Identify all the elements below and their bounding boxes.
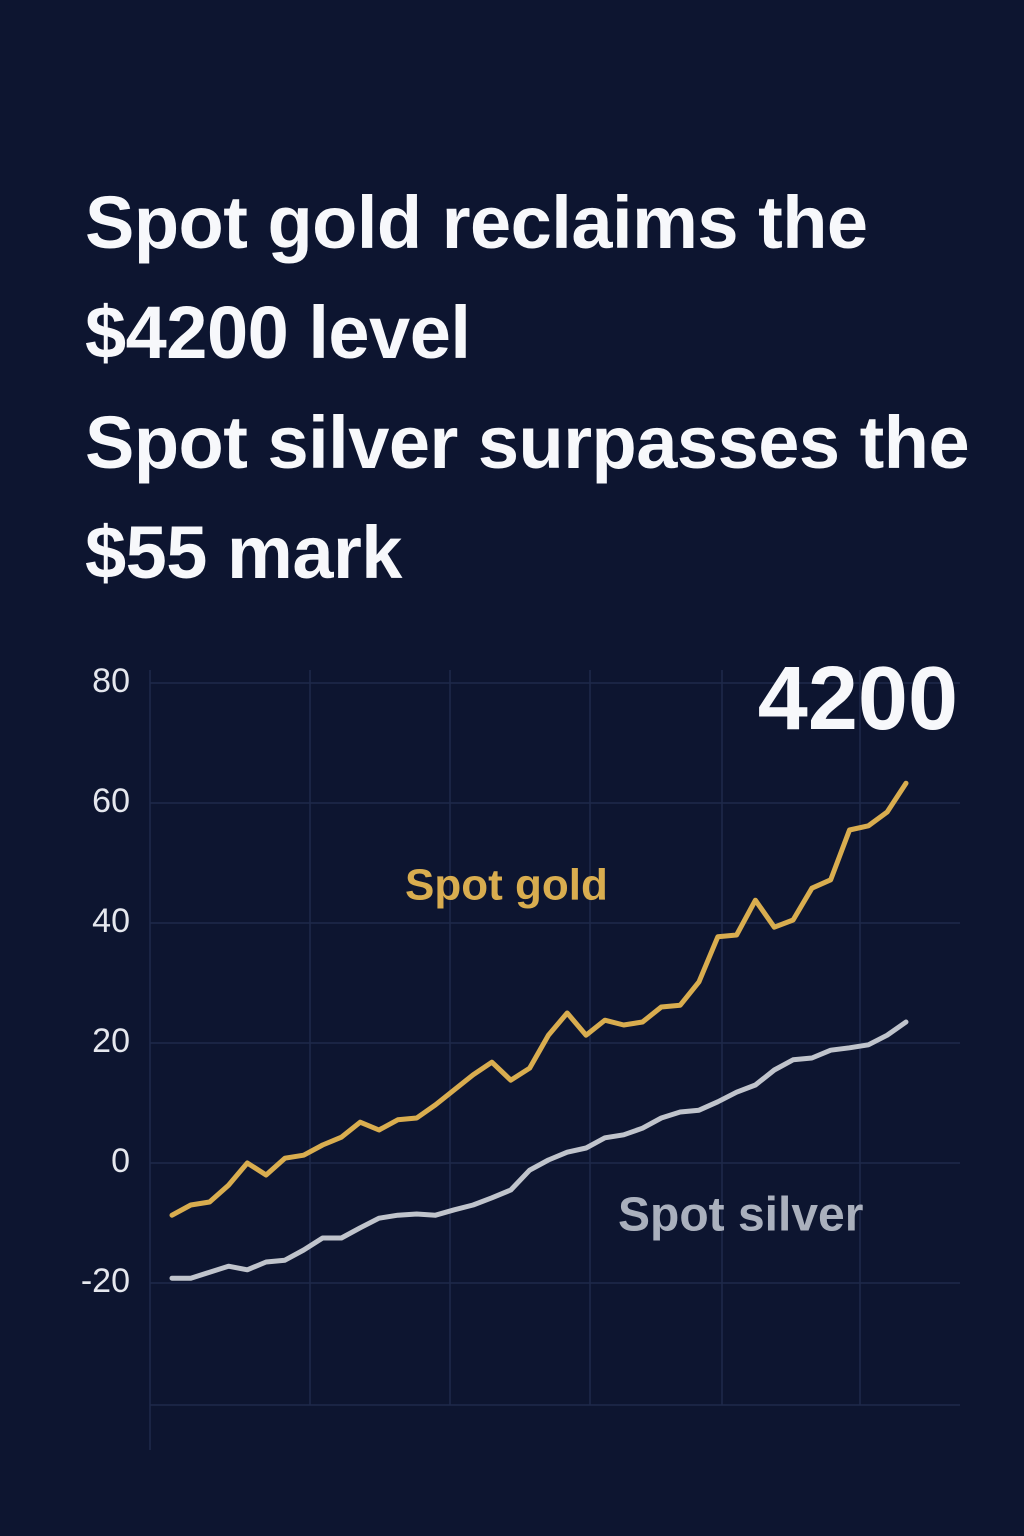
y-tick-label: 20 (92, 1022, 130, 1060)
y-tick-label: -20 (81, 1262, 130, 1300)
y-tick-label: 80 (92, 662, 130, 700)
chart-title: Spot gold reclaims the $4200 level (85, 181, 868, 374)
chart-subtitle: Spot silver surpasses the $55 mark (85, 401, 970, 594)
y-tick-label: 40 (92, 902, 130, 940)
series-label: Spot gold (405, 861, 608, 910)
y-tick-label: 60 (92, 782, 130, 820)
series-label: Spot silver (618, 1189, 863, 1242)
y-tick-label: 0 (111, 1142, 130, 1180)
series-line (169, 1019, 909, 1281)
headline: Spot gold reclaims the $4200 level Spot … (85, 168, 1005, 608)
vertical-grid (149, 670, 960, 1450)
series-line (169, 780, 909, 1218)
annotation: 4200 (758, 649, 958, 749)
